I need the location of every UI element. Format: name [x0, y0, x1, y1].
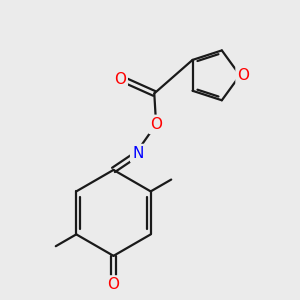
Text: O: O — [107, 278, 119, 292]
Text: N: N — [132, 146, 144, 161]
Text: O: O — [238, 68, 250, 83]
Text: O: O — [114, 72, 126, 87]
Text: O: O — [150, 117, 162, 132]
